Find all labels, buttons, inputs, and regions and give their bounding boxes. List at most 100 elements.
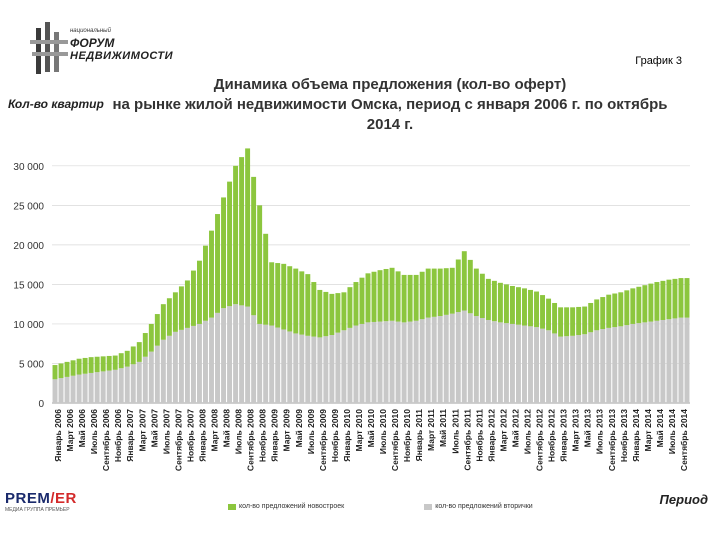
x-tick-label: Июль 2014	[667, 409, 677, 454]
legend-item-new: кол-во предложений новостроек	[228, 503, 344, 510]
bar-secondary	[413, 320, 419, 403]
bar-new	[672, 278, 678, 319]
y-tick-label: 20 000	[13, 241, 44, 252]
bar-secondary	[479, 318, 485, 403]
premier-logo-tagline: МЕДИА ГРУППА ПРЕМЬЕР	[5, 507, 70, 513]
premier-logo: PREM/ER МЕДИА ГРУППА ПРЕМЬЕР	[5, 490, 95, 520]
bar-secondary	[401, 322, 407, 403]
x-tick-label: Ноябрь 2011	[474, 409, 484, 462]
bar-new	[329, 293, 335, 336]
bar-secondary	[130, 364, 136, 403]
bar-new	[449, 267, 455, 314]
chart-title-line1: Динамика объема предложения (кол-во офер…	[213, 76, 567, 93]
bar-new	[233, 165, 239, 305]
bar-new	[112, 355, 118, 370]
x-tick-label: Май 2006	[77, 409, 87, 448]
x-tick-label: Май 2009	[294, 409, 304, 448]
bar-secondary	[389, 320, 395, 403]
x-tick-label: Июль 2010	[378, 409, 388, 454]
bar-secondary	[443, 314, 449, 403]
x-tick-label: Январь 2010	[342, 409, 352, 462]
bar-new	[383, 268, 389, 322]
bar-new	[136, 342, 142, 362]
bar-secondary	[94, 372, 100, 403]
x-tick-label: Июль 2013	[595, 409, 605, 454]
bar-secondary	[317, 337, 323, 403]
bar-new	[467, 259, 473, 314]
bar-new	[389, 267, 395, 321]
bar-secondary	[329, 335, 335, 403]
bar-new	[624, 290, 630, 326]
logo-line1: национальный	[70, 28, 111, 34]
bar-secondary	[305, 335, 311, 403]
premier-logo-name-a: PREM	[5, 490, 51, 507]
x-tick-label: Май 2010	[366, 409, 376, 448]
bar-new	[178, 286, 184, 330]
bar-new	[648, 283, 654, 322]
bar-new	[528, 289, 533, 327]
bar-secondary	[383, 321, 389, 403]
bar-new	[359, 277, 365, 324]
bar-new	[335, 293, 341, 333]
bar-new	[413, 274, 419, 321]
bar-secondary	[118, 368, 124, 403]
bar-new	[281, 263, 287, 330]
bar-new	[576, 306, 582, 336]
x-tick-label: Январь 2009	[270, 409, 280, 462]
legend-label-new: кол-во предложений новостроек	[239, 503, 345, 510]
bar-new	[588, 302, 594, 333]
bar-secondary	[64, 376, 70, 403]
bar-new	[305, 274, 311, 336]
bar-new	[455, 259, 461, 313]
bar-secondary	[82, 373, 88, 403]
legend-item-secondary: кол-во предложений вторички	[424, 503, 533, 510]
bar-secondary	[257, 323, 263, 403]
bar-secondary	[437, 316, 443, 403]
bar-secondary	[467, 313, 473, 403]
x-tick-label: Сентябрь 2010	[390, 409, 400, 471]
x-tick-label: Июль 2006	[89, 409, 99, 454]
bar-secondary	[509, 323, 515, 403]
bar-secondary	[311, 336, 317, 403]
bar-secondary	[281, 329, 287, 403]
bar-new	[317, 289, 323, 338]
bar-secondary	[461, 310, 467, 403]
bar-secondary	[558, 336, 564, 403]
x-tick-label: Сентябрь 2013	[607, 409, 617, 471]
bar-new	[419, 271, 425, 320]
bar-secondary	[196, 323, 202, 403]
forum-logo: национальный ФОРУМ НЕДВИЖИМОСТИ	[30, 22, 173, 77]
bar-secondary	[473, 316, 479, 403]
bar-secondary	[546, 330, 552, 403]
x-tick-label: Январь 2014	[631, 409, 641, 462]
bar-new	[269, 262, 275, 326]
bar-secondary	[503, 323, 509, 403]
bar-secondary	[534, 327, 539, 403]
bar-secondary	[678, 317, 684, 403]
logo-line2: ФОРУМ	[70, 36, 115, 50]
bar-new	[473, 268, 479, 317]
bar-new	[118, 353, 124, 369]
bar-new	[215, 214, 220, 313]
bar-new	[618, 292, 624, 327]
bar-new	[431, 268, 437, 317]
bar-new	[299, 271, 305, 335]
y-tick-label: 30 000	[13, 162, 44, 173]
bar-new	[106, 355, 112, 371]
bar-new	[522, 288, 527, 326]
bar-new	[293, 268, 299, 334]
bar-new	[407, 274, 413, 322]
x-tick-label: Март 2007	[137, 409, 147, 452]
y-tick-label: 0	[38, 399, 44, 410]
bar-secondary	[594, 330, 600, 403]
bar-secondary	[347, 327, 353, 403]
x-tick-label: Май 2008	[222, 409, 232, 448]
x-tick-label: Ноябрь 2008	[258, 409, 268, 462]
x-tick-label: Ноябрь 2007	[185, 409, 195, 462]
bar-new	[612, 293, 618, 328]
bar-new	[76, 358, 82, 375]
y-tick-label: 15 000	[13, 280, 44, 291]
x-tick-label: Май 2012	[510, 409, 520, 448]
bar-secondary	[570, 335, 576, 403]
bar-new	[172, 292, 178, 332]
